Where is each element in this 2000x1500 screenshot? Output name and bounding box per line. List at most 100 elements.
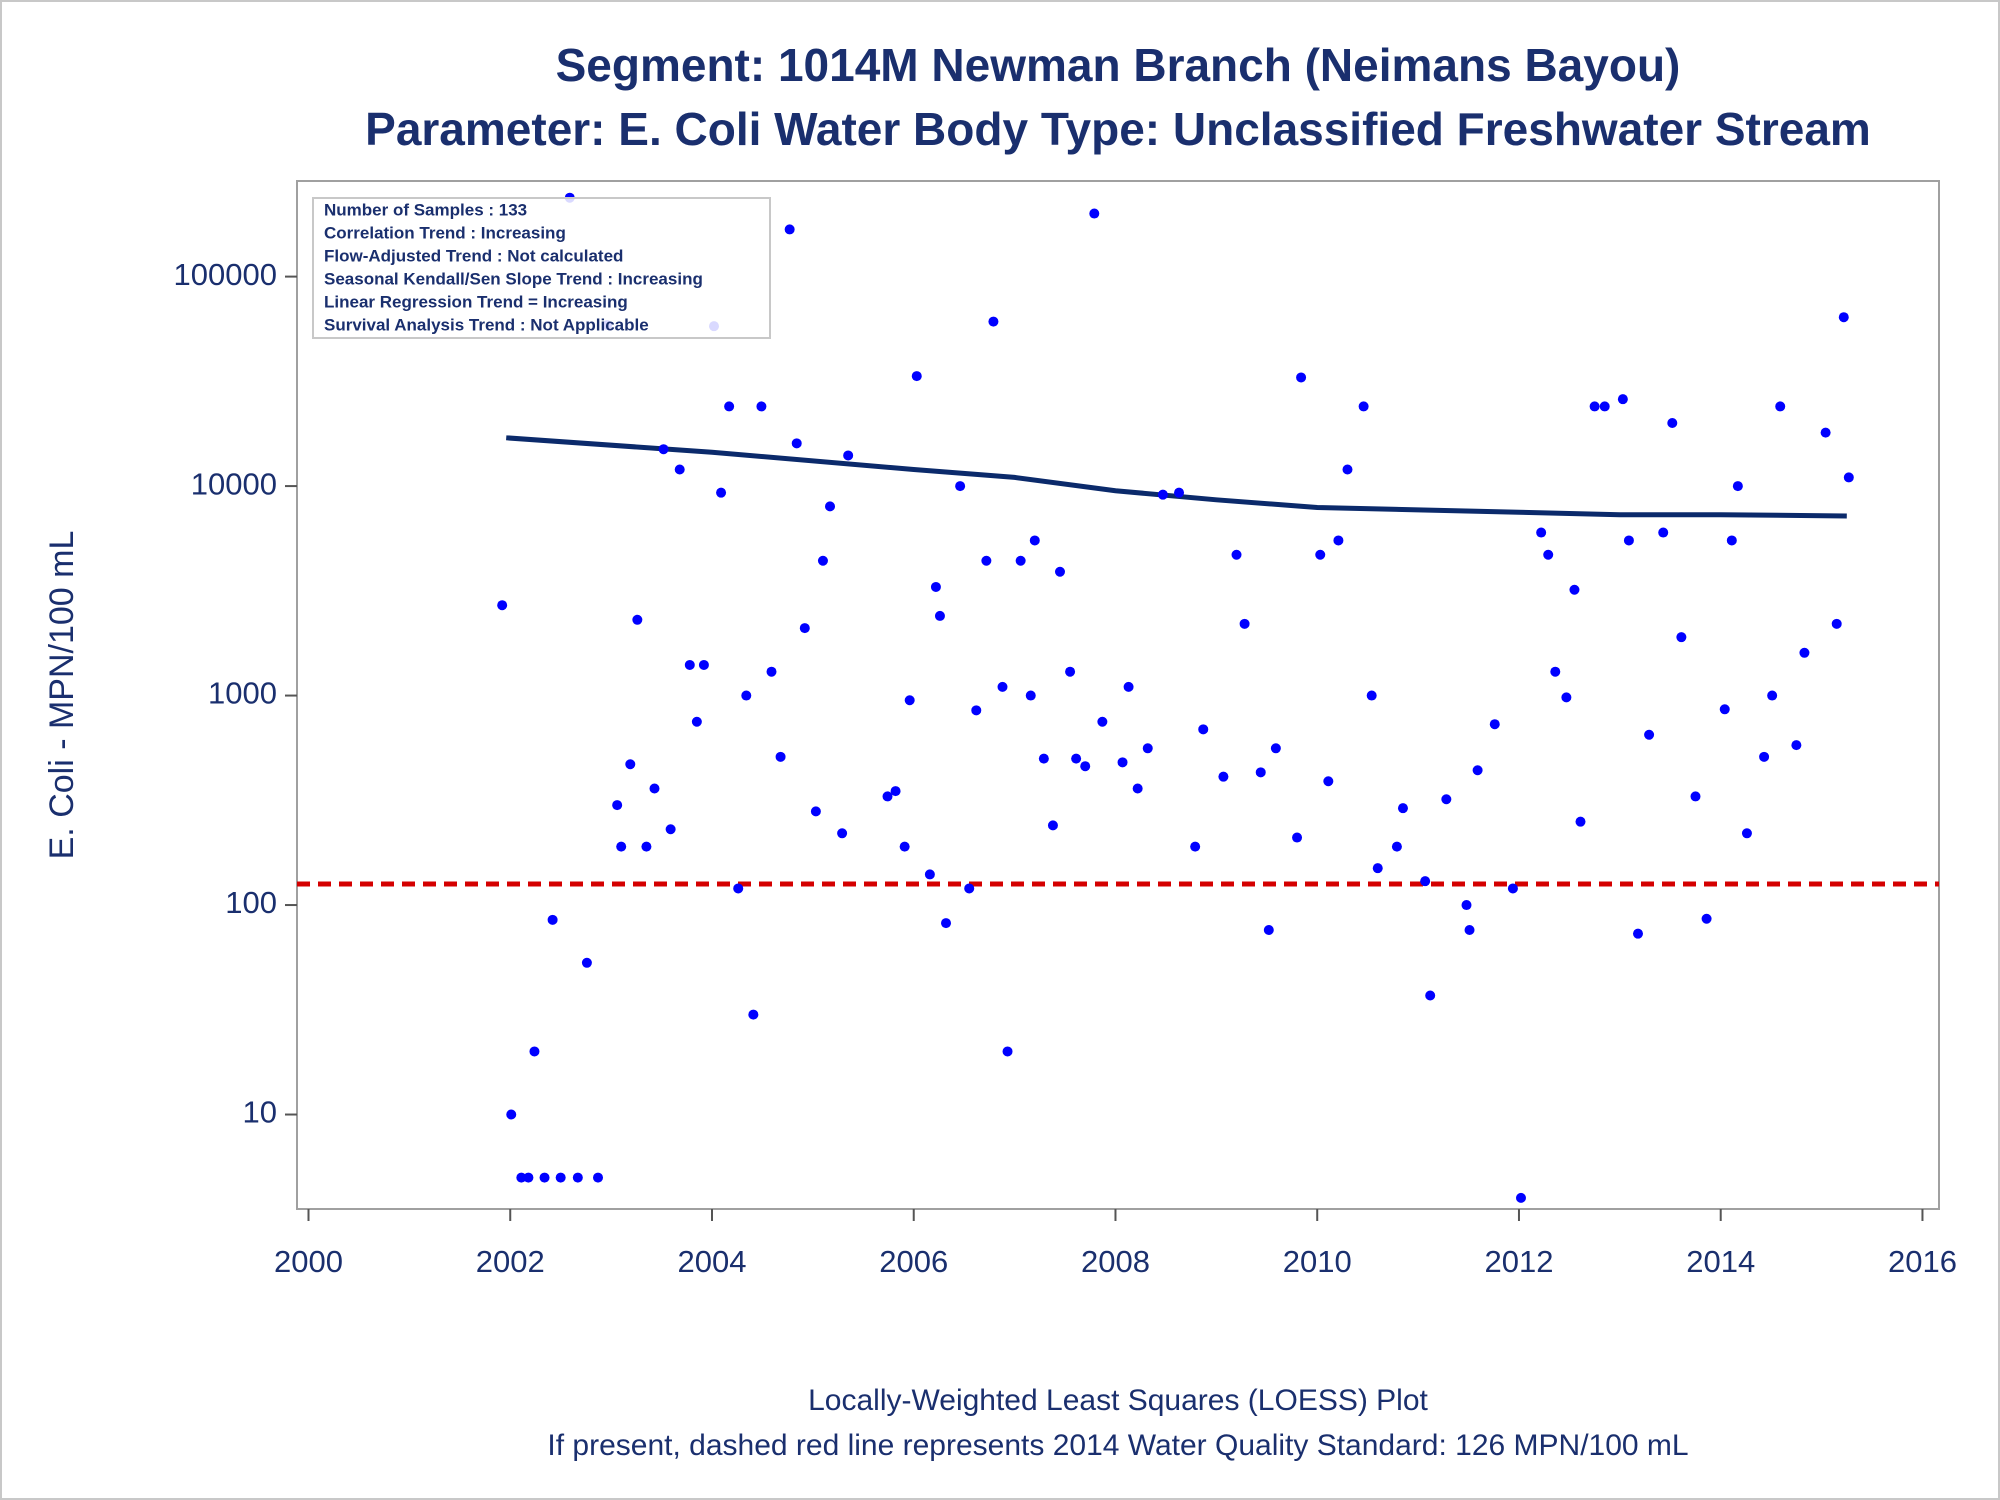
data-point [1315, 549, 1326, 560]
x-tick-label: 2012 [1484, 1244, 1553, 1279]
data-point [775, 751, 786, 762]
data-point [1667, 418, 1678, 429]
data-point [1775, 401, 1786, 412]
data-point [1550, 666, 1561, 677]
data-point [741, 690, 752, 701]
loess-line [506, 435, 1847, 519]
data-point [1296, 372, 1307, 383]
data-point [658, 444, 669, 455]
data-point [1015, 555, 1026, 566]
data-point [1425, 990, 1436, 1001]
data-point [1323, 776, 1334, 787]
data-point [1047, 820, 1058, 831]
stats-line: Correlation Trend : Increasing [324, 223, 566, 242]
data-point [1759, 751, 1770, 762]
y-tick-label: 100 [225, 885, 277, 920]
data-point [1342, 464, 1353, 475]
data-point [924, 869, 935, 880]
footnote: Locally-Weighted Least Squares (LOESS) P… [808, 1384, 1428, 1417]
data-point [1198, 724, 1209, 735]
data-point [981, 555, 992, 566]
data-point [547, 914, 558, 925]
data-point [539, 1172, 550, 1183]
data-point [756, 401, 767, 412]
data-point [506, 1109, 517, 1120]
data-point [1333, 535, 1344, 546]
data-point [817, 555, 828, 566]
data-point [1561, 692, 1572, 703]
data-point [1799, 647, 1810, 658]
data-point [1080, 761, 1091, 772]
data-point [1190, 841, 1201, 852]
data-point [882, 791, 893, 802]
data-point [1589, 401, 1600, 412]
data-point [1536, 527, 1547, 538]
x-tick-label: 2008 [1081, 1244, 1150, 1279]
data-point [934, 610, 945, 621]
data-point [1097, 716, 1108, 727]
chart-title: Segment: 1014M Newman Branch (Neimans Ba… [556, 39, 1681, 91]
data-point [1843, 472, 1854, 483]
data-point [1123, 681, 1134, 692]
data-point [1132, 783, 1143, 794]
data-point [1292, 832, 1303, 843]
data-point [1270, 743, 1281, 754]
stats-line: Number of Samples : 133 [324, 200, 527, 219]
y-tick-label: 10000 [191, 466, 277, 501]
x-tick-label: 2002 [476, 1244, 545, 1279]
data-point [1632, 928, 1643, 939]
stats-line: Linear Regression Trend = Increasing [324, 292, 628, 311]
data-point [593, 1172, 604, 1183]
data-point [516, 1172, 527, 1183]
stats-box [312, 197, 771, 339]
data-point [1461, 900, 1472, 911]
data-point [1831, 618, 1842, 629]
data-point [1690, 791, 1701, 802]
stats-line: Survival Analysis Trend : Not Applicable [324, 315, 649, 334]
data-point [1701, 913, 1712, 924]
data-point [1391, 841, 1402, 852]
data-point [1543, 549, 1554, 560]
footnote: If present, dashed red line represents 2… [547, 1429, 1688, 1462]
data-point [1397, 803, 1408, 814]
data-point [930, 581, 941, 592]
data-point [1767, 690, 1778, 701]
data-point [810, 806, 821, 817]
data-point [1575, 816, 1586, 827]
data-point [784, 224, 795, 235]
data-point [572, 1172, 583, 1183]
data-point [698, 659, 709, 670]
data-point [1464, 925, 1475, 936]
data-point [1263, 925, 1274, 936]
data-point [988, 316, 999, 327]
data-point [1489, 719, 1500, 730]
data-point [649, 783, 660, 794]
data-point [1507, 883, 1518, 894]
data-point [1358, 401, 1369, 412]
data-point [1658, 527, 1669, 538]
data-point [843, 450, 854, 461]
data-point [1820, 427, 1831, 438]
data-point [1065, 666, 1076, 677]
data-point [1157, 489, 1168, 500]
data-point [1719, 704, 1730, 715]
data-point [1791, 740, 1802, 751]
data-point [1515, 1192, 1526, 1203]
data-point [825, 501, 836, 512]
data-point [1372, 863, 1383, 874]
data-point [899, 841, 910, 852]
data-point [748, 1009, 759, 1020]
data-point [674, 464, 685, 475]
data-point [529, 1046, 540, 1057]
x-tick-label: 2014 [1686, 1244, 1755, 1279]
data-point [691, 716, 702, 727]
data-point [497, 600, 508, 611]
data-point [1025, 690, 1036, 701]
stats-line: Flow-Adjusted Trend : Not calculated [324, 246, 623, 265]
data-point [581, 957, 592, 968]
data-point [955, 481, 966, 492]
y-tick-label: 1000 [208, 676, 277, 711]
data-point [1029, 535, 1040, 546]
data-point [555, 1172, 566, 1183]
